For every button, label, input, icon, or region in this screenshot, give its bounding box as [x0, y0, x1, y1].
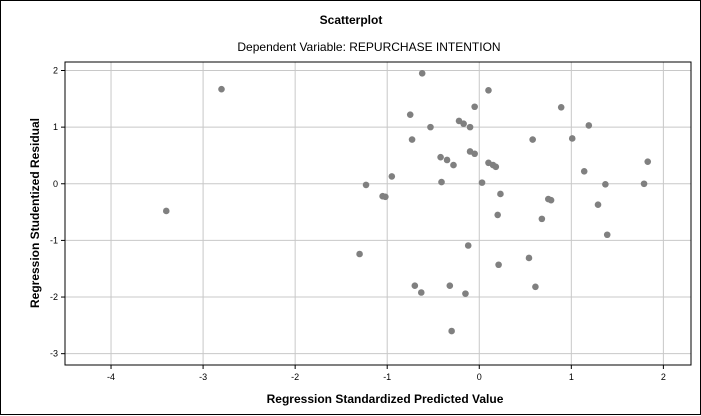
scatter-point	[568, 135, 576, 142]
x-tick-label: -3	[199, 372, 207, 382]
scatter-point	[471, 150, 478, 158]
scatter-point	[478, 179, 486, 186]
scatter-point	[408, 136, 416, 143]
scatter-point	[594, 201, 602, 209]
scatter-point	[471, 103, 478, 111]
scatter-point	[529, 136, 536, 143]
scatter-point	[497, 190, 504, 198]
scatter-point	[538, 215, 546, 223]
y-tick-label: 0	[53, 179, 58, 189]
scatter-point	[485, 87, 492, 94]
scatter-point	[417, 289, 425, 296]
x-axis-label: Regression Standardized Predicted Value	[267, 392, 504, 406]
scatter-point	[438, 178, 445, 186]
scatter-point	[411, 282, 419, 290]
x-tick-label: 1	[569, 372, 574, 382]
scatter-point	[460, 120, 467, 128]
scatter-point	[446, 282, 454, 290]
scatter-point	[418, 70, 426, 77]
scatter-point	[525, 254, 533, 262]
chart-subtitle: Dependent Variable: REPURCHASE INTENTION	[237, 40, 500, 54]
scatter-point	[464, 242, 472, 249]
x-tick-label: -1	[383, 372, 391, 382]
y-tick-label: 2	[53, 65, 58, 75]
y-tick-label: -1	[50, 235, 58, 245]
scatter-point	[443, 156, 451, 164]
scatter-point	[362, 181, 370, 189]
points-layer	[162, 70, 652, 335]
x-tick-layer: -4 -3 -2 -1 0 1 2	[107, 365, 666, 382]
y-tick-label: 1	[53, 122, 58, 132]
scatter-point	[580, 168, 588, 175]
scatter-point	[437, 153, 444, 161]
scatter-point	[532, 283, 539, 291]
scatter-point	[450, 161, 457, 169]
y-axis-label: Regression Studentized Residual	[28, 118, 42, 308]
scatter-point	[492, 163, 500, 171]
scatter-point	[547, 196, 555, 204]
scatter-point	[388, 173, 396, 180]
scatter-point	[640, 180, 648, 188]
grid-layer	[65, 62, 691, 365]
x-tick-label: 0	[477, 372, 482, 382]
scatter-point	[557, 104, 565, 111]
scatter-point	[495, 261, 502, 269]
y-tick-label: -2	[50, 292, 58, 302]
scatter-point	[448, 327, 455, 335]
plot-area	[64, 61, 692, 366]
scatter-point	[427, 123, 434, 131]
scatter-point	[382, 193, 389, 201]
scatter-point	[644, 158, 652, 165]
chart-title: Scatterplot	[320, 13, 383, 27]
scatter-point	[602, 181, 609, 188]
y-tick-label: -3	[50, 349, 58, 359]
x-tick-label: -2	[291, 372, 299, 382]
x-tick-label: -4	[107, 372, 115, 382]
scatter-point	[406, 111, 414, 118]
scatter-point	[218, 85, 225, 93]
x-tick-label: 2	[661, 372, 666, 382]
y-tick-layer: 2 1 0 -1 -2 -3	[50, 65, 65, 359]
scatter-point	[603, 231, 611, 239]
scatter-point	[162, 207, 170, 215]
scatter-point	[356, 250, 363, 258]
scatter-point	[462, 290, 469, 297]
scatter-point	[494, 211, 501, 219]
scatter-point	[585, 122, 593, 129]
scatter-point	[466, 123, 474, 131]
